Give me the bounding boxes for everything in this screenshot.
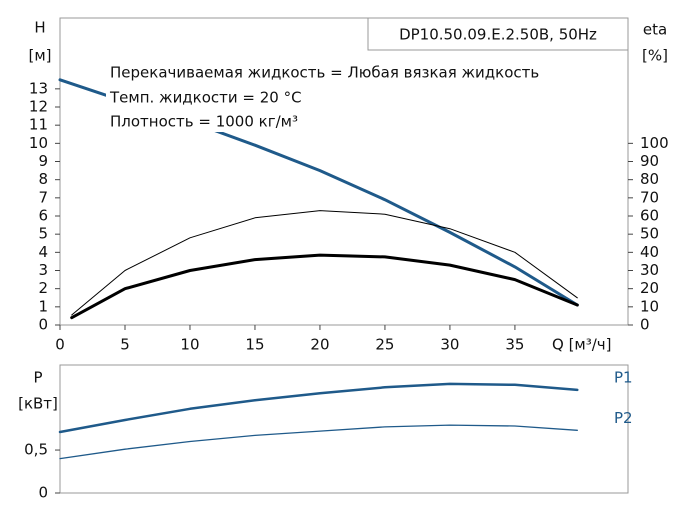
y2-tick-label: 10 — [640, 297, 659, 315]
y2-tick-label: 50 — [640, 225, 659, 243]
y2-tick-label: 60 — [640, 207, 659, 225]
x-tick-label: 30 — [440, 336, 459, 354]
annotations: Перекачиваемая жидкость = Любая вязкая ж… — [106, 60, 614, 132]
x-tick-label: 20 — [310, 336, 329, 354]
y-tick-label: 2 — [38, 279, 48, 297]
y-axis-label: P — [33, 369, 42, 387]
y2-tick-label: 30 — [640, 261, 659, 279]
y2-axis-unit: [%] — [642, 47, 668, 65]
y2-tick-label: 20 — [640, 279, 659, 297]
y2-axis-label: eta — [643, 21, 667, 39]
series-line — [58, 382, 579, 434]
y-tick-label: 0 — [38, 484, 48, 502]
y-axis-unit: [кВт] — [18, 395, 58, 413]
y-tick-label: 1 — [38, 297, 48, 315]
y-tick-label: 0 — [38, 316, 48, 334]
y2-tick-label: 100 — [640, 134, 669, 152]
x-tick-label: 15 — [245, 336, 264, 354]
x-tick-label: 35 — [505, 336, 524, 354]
y-tick-label: 0,5 — [24, 441, 48, 459]
y-axis-unit: [м] — [28, 47, 51, 65]
plot-frame — [59, 364, 629, 494]
x-tick-label: 25 — [375, 336, 394, 354]
series-line — [71, 210, 578, 316]
series-line — [59, 424, 578, 460]
x-tick-label: 10 — [180, 336, 199, 354]
title-box — [367, 17, 629, 51]
y-axis-label: H — [34, 19, 45, 37]
y-tick-label: 11 — [29, 116, 48, 134]
plot-frame — [59, 17, 629, 326]
annotation-background — [106, 60, 614, 132]
x-tick-label: 0 — [55, 336, 65, 354]
y-tick-label: 7 — [38, 188, 48, 206]
y-tick-label: 6 — [38, 207, 48, 225]
y2-tick-label: 0 — [640, 316, 650, 334]
x-tick-label: 5 — [120, 336, 130, 354]
y2-tick-label: 80 — [640, 170, 659, 188]
series-line — [70, 253, 579, 320]
y-tick-label: 10 — [29, 134, 48, 152]
y-tick-label: 5 — [38, 225, 48, 243]
y-tick-label: 13 — [29, 79, 48, 97]
y-tick-label: 9 — [38, 152, 48, 170]
legend-label: P2 — [614, 409, 633, 427]
y-tick-label: 8 — [38, 170, 48, 188]
y-tick-label: 3 — [38, 261, 48, 279]
plot-area — [58, 78, 579, 460]
annotation: Темп. жидкости = 20 °C — [109, 89, 302, 107]
legend-label: P1 — [614, 368, 633, 386]
annotation: Перекачиваемая жидкость = Любая вязкая ж… — [110, 64, 539, 82]
x-axis-label: Q [м³/ч] — [552, 336, 612, 354]
y-tick-label: 12 — [29, 98, 48, 116]
y2-tick-label: 70 — [640, 188, 659, 206]
y2-tick-label: 90 — [640, 152, 659, 170]
y2-tick-label: 40 — [640, 243, 659, 261]
chart-title: DP10.50.09.E.2.50B, 50Hz — [399, 26, 597, 44]
annotation: Плотность = 1000 кг/м³ — [110, 113, 298, 131]
y-tick-label: 4 — [38, 243, 48, 261]
